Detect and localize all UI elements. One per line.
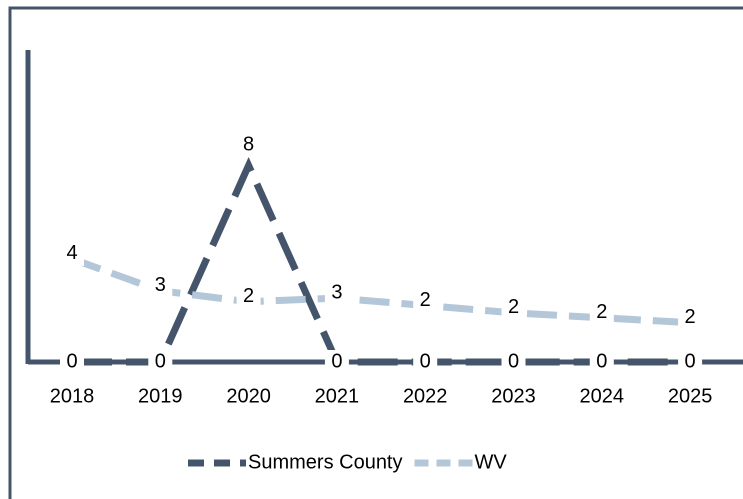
label-background [148, 350, 173, 374]
x-tick-label: 2020 [226, 385, 271, 407]
label-background [678, 350, 703, 374]
data-label: 0 [685, 350, 696, 372]
label-background [589, 350, 614, 374]
x-tick-label: 2018 [50, 385, 95, 407]
x-tick-label: 2025 [668, 385, 713, 407]
series-line [70, 255, 691, 327]
legend-label: Summers County [248, 451, 403, 473]
data-label: 0 [420, 350, 431, 372]
label-background [236, 133, 261, 158]
data-label: 0 [66, 350, 77, 372]
series-line [72, 156, 691, 366]
data-label: 2 [508, 296, 519, 318]
data-label: 3 [155, 274, 166, 296]
x-tick-label: 2022 [403, 385, 448, 407]
data-label: 0 [155, 350, 166, 372]
data-label: 2 [420, 289, 431, 311]
frame [8, 6, 743, 499]
data-label: 2 [685, 306, 696, 328]
label-background [589, 300, 614, 325]
label-background [148, 273, 173, 298]
legend-label: WV [475, 451, 508, 473]
label-background [413, 288, 438, 313]
label-background [60, 350, 84, 374]
data-label: 4 [66, 242, 77, 264]
label-background [501, 295, 526, 320]
data-label: 8 [243, 134, 254, 156]
label-background [324, 350, 349, 374]
data-label: 0 [508, 350, 519, 372]
label-background [236, 284, 261, 309]
data-label: 2 [596, 301, 607, 323]
label-background [324, 281, 349, 306]
data-label: 0 [331, 350, 342, 372]
data-label: 0 [596, 350, 607, 372]
data-label: 3 [331, 281, 342, 303]
x-tick-label: 2024 [580, 385, 625, 407]
data-label: 2 [243, 285, 254, 307]
label-background [413, 350, 438, 374]
x-tick-label: 2019 [138, 385, 183, 407]
x-tick-label: 2021 [315, 385, 360, 407]
label-background [678, 305, 703, 330]
x-tick-label: 2023 [491, 385, 536, 407]
label-background [501, 350, 526, 374]
label-background [60, 241, 84, 266]
